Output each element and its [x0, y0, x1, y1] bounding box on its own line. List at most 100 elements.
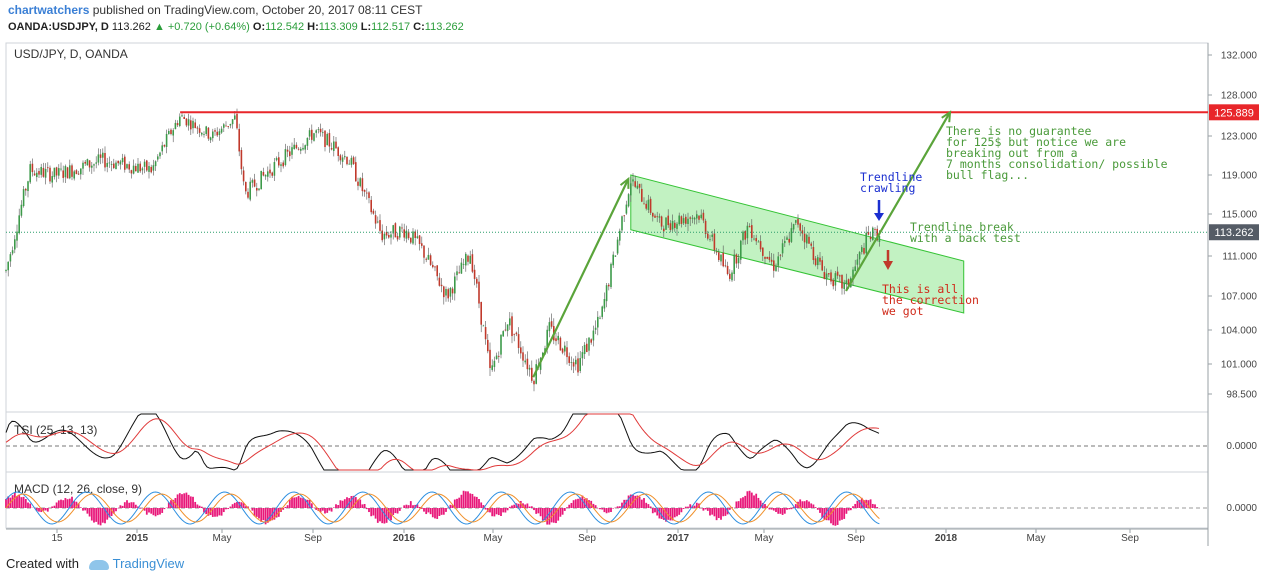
- macd-bar: [357, 499, 359, 508]
- macd-bar: [434, 508, 436, 519]
- candle-body: [863, 247, 865, 254]
- macd-bar: [610, 508, 612, 513]
- macd-bar: [84, 508, 87, 511]
- candle-body: [110, 164, 113, 165]
- candle-body: [707, 233, 709, 239]
- macd-bar: [302, 498, 304, 508]
- candle-body: [187, 119, 190, 126]
- candle-body: [766, 256, 768, 259]
- candle-body: [581, 352, 584, 359]
- macd-bar: [260, 508, 263, 522]
- candle-body: [770, 259, 773, 262]
- candle-body: [795, 220, 797, 223]
- macd-bar: [656, 508, 659, 516]
- candle-body: [53, 167, 56, 177]
- macd-bar: [126, 500, 128, 508]
- macd-bar: [123, 502, 126, 508]
- macd-bar: [651, 508, 654, 514]
- macd-bar: [273, 508, 276, 520]
- macd-bar: [42, 508, 45, 511]
- candle-body: [533, 380, 535, 385]
- macd-bar: [427, 508, 430, 513]
- candle-body: [484, 327, 487, 340]
- candle-body: [665, 217, 667, 230]
- macd-bar: [603, 508, 606, 513]
- macd-bar: [361, 504, 364, 508]
- macd-bar: [154, 508, 157, 517]
- macd-bar: [506, 508, 509, 511]
- macd-bar: [194, 501, 197, 508]
- candle-body: [385, 231, 388, 236]
- candle-body: [847, 279, 850, 286]
- candle-body: [845, 280, 848, 285]
- candle-body: [612, 254, 614, 266]
- macd-bar: [497, 508, 500, 516]
- macd-bar: [236, 501, 238, 508]
- macd-bar: [669, 508, 672, 521]
- macd-bar: [438, 508, 441, 517]
- x-tick-label: 2016: [393, 533, 416, 544]
- macd-bar: [222, 508, 225, 513]
- candle-body: [440, 284, 443, 287]
- macd-bar: [821, 508, 824, 518]
- macd-bar: [634, 495, 637, 508]
- author-link[interactable]: chartwatchers: [8, 3, 90, 17]
- macd-bar: [218, 508, 221, 516]
- x-tick-label: Sep: [847, 533, 865, 544]
- macd-bar: [623, 499, 626, 508]
- candle-body: [592, 330, 595, 341]
- candle-body: [828, 273, 830, 275]
- candle-body: [742, 231, 744, 241]
- annotation-text: we got: [882, 304, 924, 318]
- candle-body: [779, 254, 782, 256]
- macd-bar: [77, 503, 80, 508]
- candle-body: [421, 243, 423, 246]
- candle-body: [436, 265, 438, 277]
- candle-body: [449, 287, 452, 297]
- macd-bar: [869, 499, 872, 508]
- candle-body: [194, 122, 196, 129]
- candle-body: [471, 254, 474, 272]
- candle-body: [858, 252, 861, 260]
- candle-body: [115, 162, 117, 170]
- candle-body: [5, 270, 7, 272]
- candle-body: [698, 215, 700, 220]
- macd-bar: [227, 508, 230, 510]
- candle-body: [341, 157, 344, 162]
- candle-body: [407, 231, 410, 239]
- y-tick-label: 123.000: [1221, 132, 1258, 143]
- candle-body: [130, 170, 133, 174]
- macd-bar: [159, 508, 161, 515]
- candle-body: [73, 171, 75, 179]
- x-tick-label: May: [484, 533, 503, 544]
- candle-body: [16, 231, 18, 241]
- x-tick-label: 15: [51, 533, 63, 544]
- candle-body: [207, 127, 210, 139]
- macd-bar: [163, 508, 166, 510]
- annotation-text: for 125$ but notice we are: [946, 135, 1126, 149]
- candle-body: [152, 165, 155, 171]
- candle-body: [51, 176, 53, 183]
- candle-body: [143, 161, 146, 167]
- macd-bar: [786, 508, 788, 510]
- candle-body: [412, 231, 414, 244]
- candle-body: [869, 236, 872, 240]
- macd-bar: [561, 508, 564, 515]
- macd-bar: [682, 508, 685, 509]
- candle-body: [295, 144, 298, 149]
- macd-bar: [385, 508, 388, 523]
- candle-body: [495, 355, 498, 360]
- macd-bar: [18, 494, 21, 508]
- candle-body: [434, 266, 436, 268]
- candle-body: [223, 124, 225, 128]
- candle-body: [216, 131, 218, 136]
- candle-body: [154, 161, 157, 167]
- candle-body: [834, 273, 837, 286]
- macd-bar: [104, 508, 106, 524]
- publish-header: chartwatchers published on TradingView.c…: [8, 3, 422, 17]
- candle-body: [22, 189, 25, 207]
- tradingview-brand[interactable]: TradingView: [112, 556, 185, 571]
- macd-bar: [343, 499, 346, 508]
- candle-body: [524, 360, 526, 363]
